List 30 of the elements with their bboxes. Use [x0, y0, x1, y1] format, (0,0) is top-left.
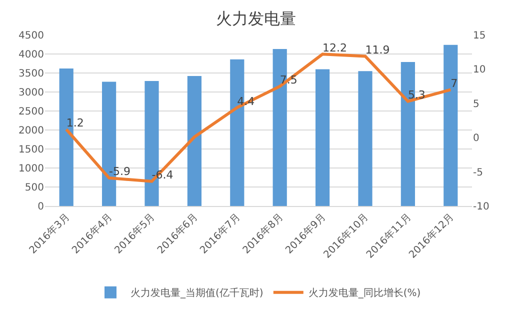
y-tick-label: 0: [38, 202, 44, 212]
bar: [316, 69, 330, 206]
line-series: [64, 52, 452, 183]
bar: [187, 76, 202, 206]
data-label: 12.2: [322, 41, 348, 54]
y2-tick-label: 10: [473, 64, 486, 76]
y-tick-label: 500: [24, 182, 44, 194]
y-tick-label: 4500: [18, 30, 44, 42]
bar: [358, 71, 372, 206]
y-tick-label: 2500: [18, 106, 44, 118]
data-label: 5.3: [408, 88, 426, 102]
legend-label: 火力发电量_同比增长(%): [308, 287, 421, 300]
legend-label: 火力发电量_当期值(亿千瓦时): [130, 287, 264, 300]
y-tick-label: 3500: [18, 68, 44, 80]
y2-tick-label: 5: [473, 98, 480, 110]
y-tick-label: 2000: [18, 126, 44, 136]
y2-tick-label: 15: [473, 30, 486, 42]
y2-tick-label: 0: [473, 133, 480, 144]
data-label: 4.4: [237, 94, 255, 108]
y-tick-label: 4000: [18, 50, 44, 60]
y2-tick-label: -5: [473, 167, 483, 178]
y-tick-label: 3000: [18, 88, 44, 98]
data-label: 11.9: [365, 43, 390, 56]
data-label: 7: [450, 76, 458, 90]
y2-tick-label: -10: [473, 202, 490, 212]
bar: [444, 44, 458, 206]
chart-title: 火力发电量: [216, 8, 296, 28]
data-label: 7.5: [280, 74, 298, 87]
y-tick-label: 1000: [18, 164, 44, 174]
y-tick-label: 1500: [18, 144, 44, 156]
